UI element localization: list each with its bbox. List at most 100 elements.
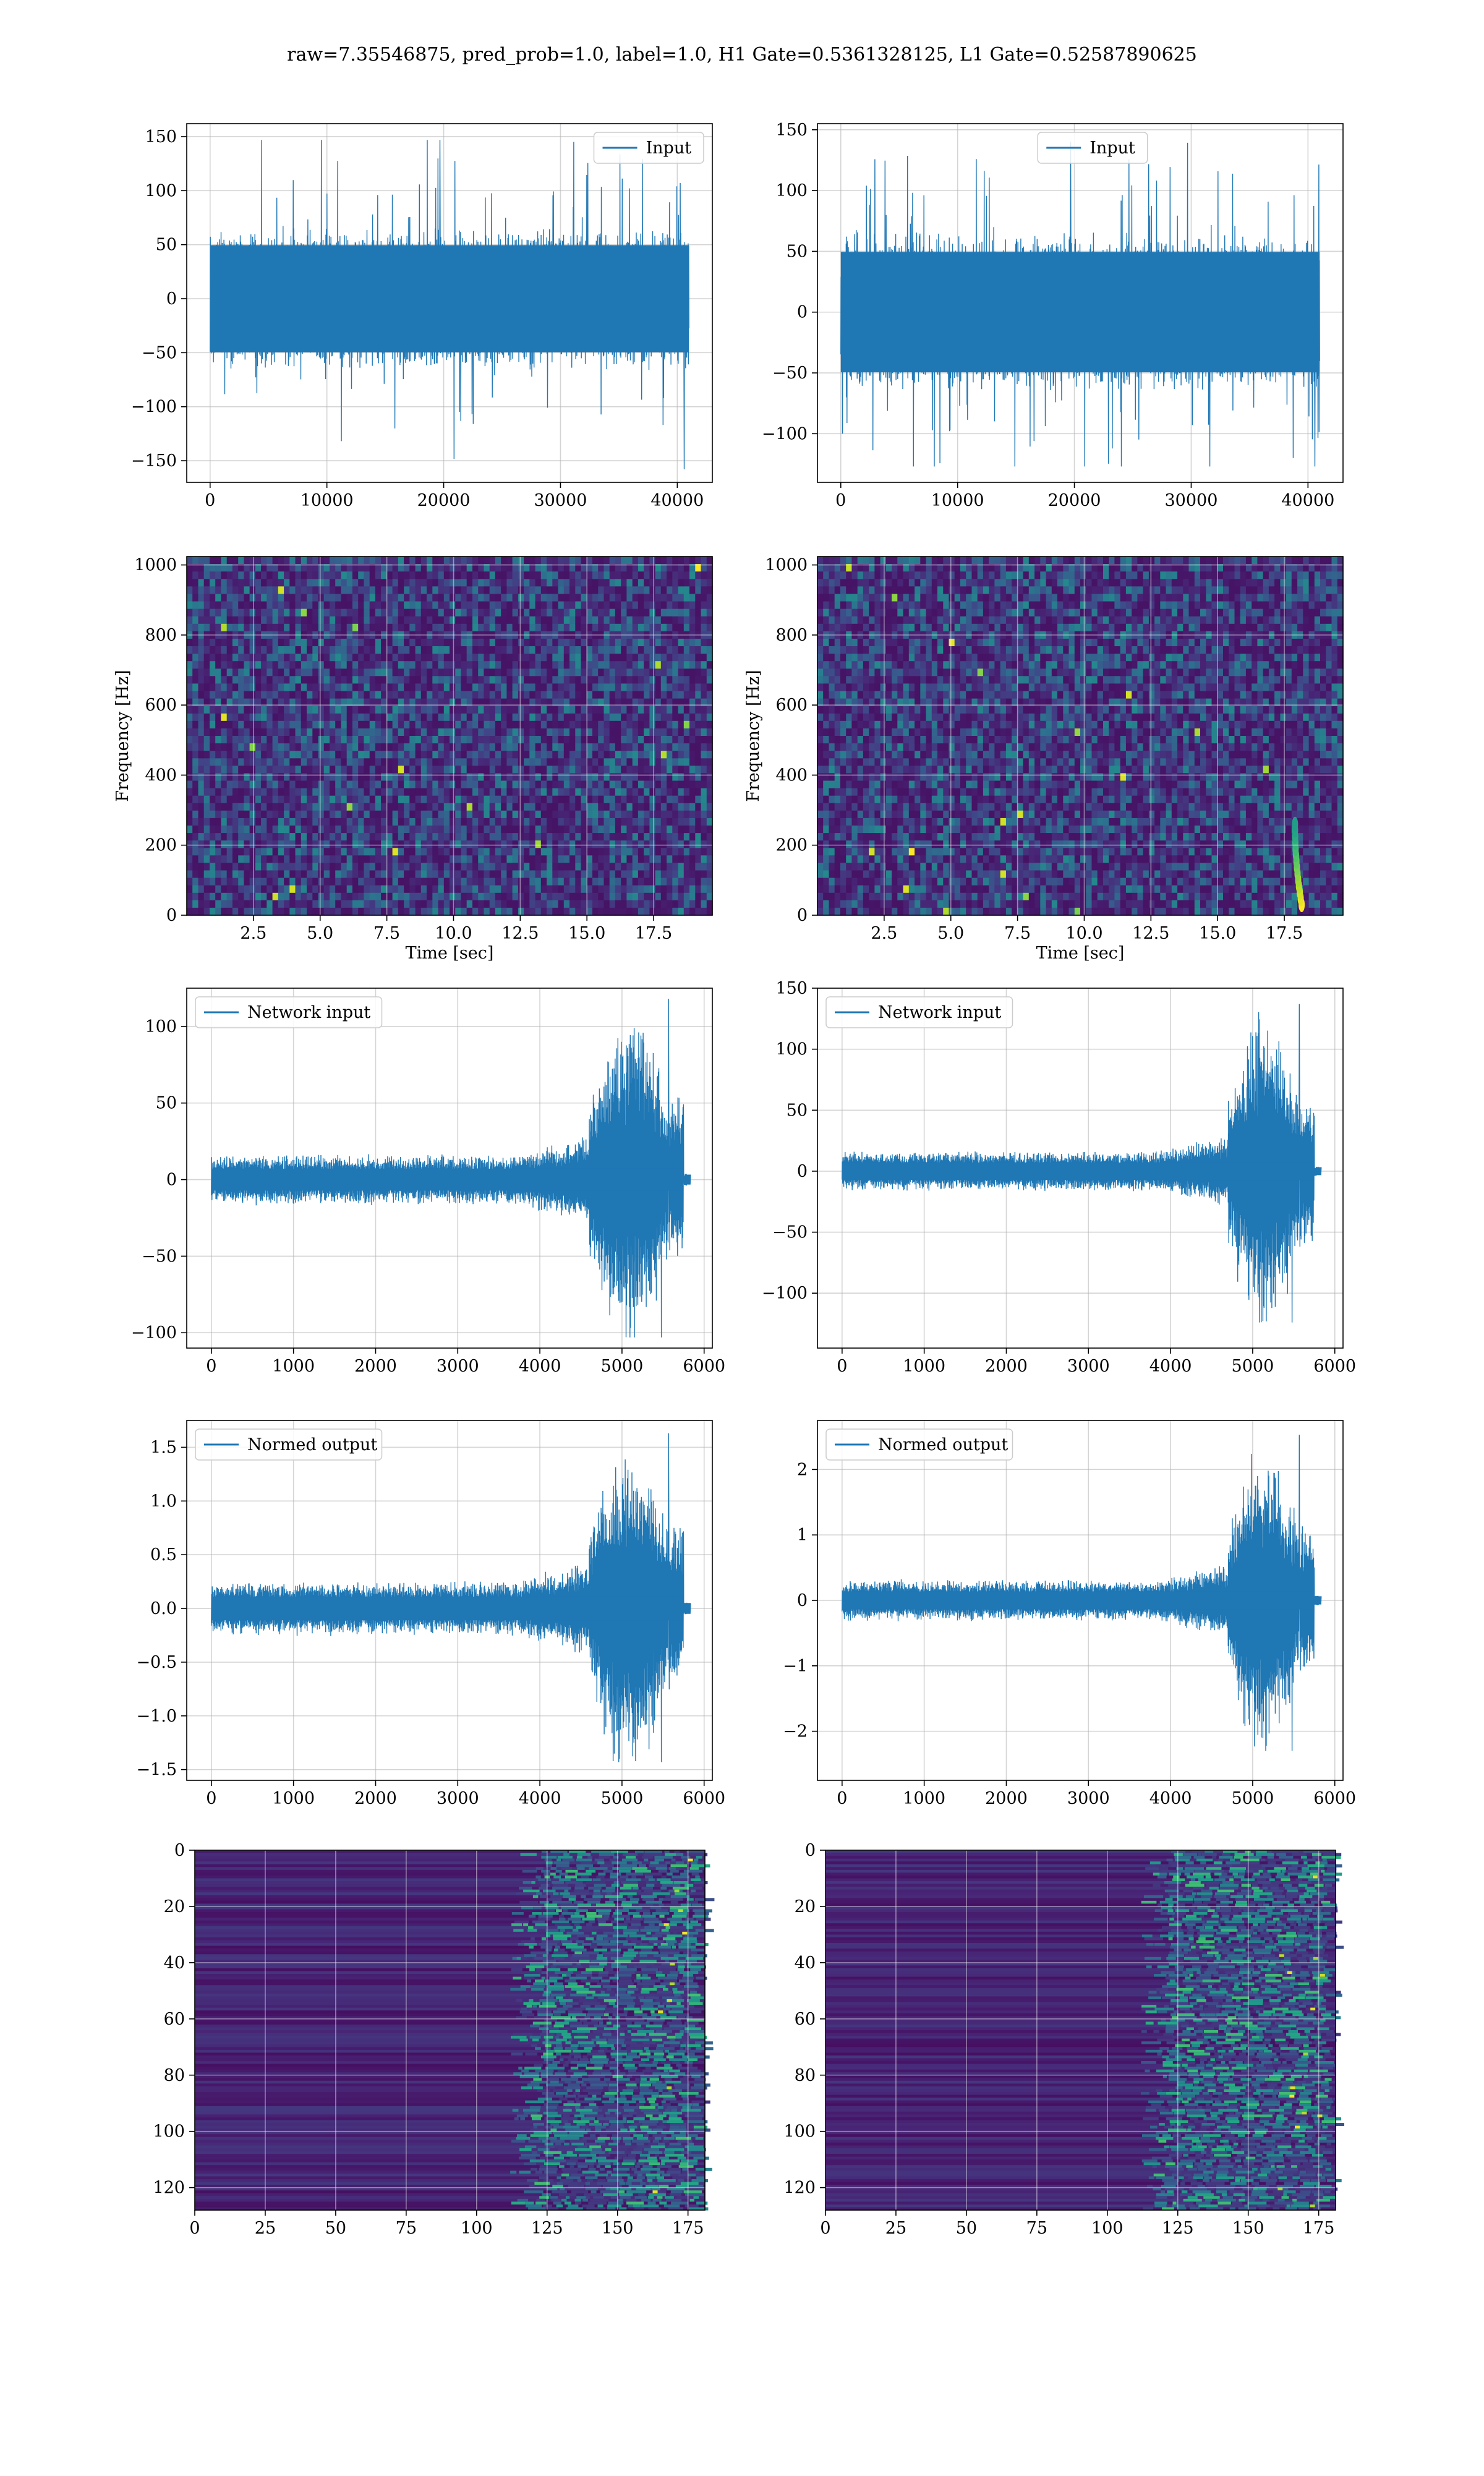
x-tick-label: 10000	[931, 491, 984, 510]
y-tick-label: 400	[775, 766, 808, 785]
y-tick-label: 60	[164, 2010, 185, 2029]
y-tick-label: 50	[156, 1094, 177, 1113]
x-tick-label: 50	[956, 2219, 977, 2238]
x-tick-label: 5000	[1232, 1789, 1274, 1808]
x-tick-label: 6000	[1313, 1789, 1356, 1808]
x-tick-label: 6000	[1313, 1357, 1356, 1376]
x-tick-label: 0	[820, 2219, 830, 2238]
x-tick-label: 12.5	[501, 924, 539, 943]
y-tick-label: −1.0	[136, 1707, 177, 1726]
y-tick-label: 100	[775, 181, 808, 200]
x-tick-label: 2000	[985, 1357, 1028, 1376]
x-tick-label: 175	[672, 2219, 704, 2238]
x-tick-label: 40000	[650, 491, 704, 510]
y-tick-label: 1.5	[150, 1438, 177, 1457]
y-tick-label: 50	[787, 1101, 808, 1120]
series-line	[211, 999, 691, 1337]
spectrogram-image	[817, 557, 1344, 916]
x-tick-label: 3000	[1067, 1357, 1110, 1376]
y-tick-label: 0.5	[150, 1545, 177, 1565]
y-tick-label: 40	[795, 1953, 816, 1973]
y-tick-label: 0	[174, 1841, 185, 1860]
y-tick-label: 600	[145, 696, 177, 715]
x-tick-label: 50	[325, 2219, 346, 2238]
y-tick-label: 200	[775, 836, 808, 855]
y-axis-label: Frequency [Hz]	[113, 670, 132, 801]
x-tick-label: 0	[205, 491, 215, 510]
x-tick-label: 5.0	[307, 924, 333, 943]
x-tick-label: 1000	[272, 1357, 315, 1376]
y-tick-label: 150	[775, 979, 808, 998]
series-core-band	[842, 1163, 1315, 1180]
figure-suptitle: raw=7.35546875, pred_prob=1.0, label=1.0…	[287, 44, 1197, 66]
x-tick-label: 17.5	[1266, 924, 1303, 943]
y-tick-label: 50	[787, 242, 808, 261]
y-tick-label: −50	[142, 343, 177, 362]
x-tick-label: 7.5	[1004, 924, 1031, 943]
x-tick-label: 3000	[437, 1357, 479, 1376]
series-core-band	[842, 1591, 1315, 1609]
y-tick-label: 150	[775, 121, 808, 140]
x-tick-label: 0	[206, 1789, 216, 1808]
y-tick-label: 1000	[765, 556, 808, 575]
y-tick-label: −100	[131, 1323, 177, 1343]
y-tick-label: 20	[164, 1897, 185, 1916]
legend-label: Network input	[247, 1003, 370, 1022]
x-tick-label: 5000	[601, 1789, 644, 1808]
x-tick-label: 4000	[1149, 1357, 1192, 1376]
legend-label: Network input	[878, 1003, 1001, 1022]
x-tick-label: 150	[1232, 2219, 1264, 2238]
y-tick-label: −50	[772, 1223, 808, 1242]
x-tick-label: 4000	[1149, 1789, 1192, 1808]
feature-map-image	[825, 1850, 1344, 2210]
y-tick-label: 0	[797, 906, 808, 925]
x-tick-label: 125	[531, 2219, 563, 2238]
x-tick-label: 25	[885, 2219, 906, 2238]
y-tick-label: 100	[783, 2122, 816, 2141]
legend-label: Normed output	[247, 1435, 377, 1454]
y-tick-label: 2	[797, 1460, 808, 1479]
y-tick-label: 0.0	[150, 1599, 177, 1618]
y-tick-label: −2	[783, 1722, 808, 1741]
y-tick-label: 1.0	[150, 1492, 177, 1511]
x-tick-label: 4000	[519, 1789, 561, 1808]
y-tick-label: 100	[775, 1040, 808, 1059]
x-axis-label: Time [sec]	[1036, 944, 1125, 963]
y-tick-label: 120	[153, 2179, 185, 2198]
x-tick-label: 0	[189, 2219, 200, 2238]
x-tick-label: 10000	[301, 491, 354, 510]
y-tick-label: 0	[797, 1591, 808, 1610]
legend-label: Input	[646, 139, 692, 158]
series-core-band	[211, 1597, 684, 1620]
y-tick-label: 80	[795, 2066, 816, 2085]
x-tick-label: 0	[206, 1357, 216, 1376]
x-tick-label: 20000	[1048, 491, 1101, 510]
x-tick-label: 25	[255, 2219, 276, 2238]
y-tick-label: 800	[775, 626, 808, 645]
y-tick-label: −100	[762, 424, 808, 443]
y-tick-label: 80	[164, 2066, 185, 2085]
y-tick-label: 100	[145, 1017, 177, 1036]
x-tick-label: 125	[1162, 2219, 1194, 2238]
x-tick-label: 6000	[683, 1357, 725, 1376]
y-tick-label: 600	[775, 696, 808, 715]
x-tick-label: 4000	[519, 1357, 561, 1376]
x-tick-label: 3000	[437, 1789, 479, 1808]
x-tick-label: 100	[1091, 2219, 1124, 2238]
y-tick-label: 0	[797, 1162, 808, 1181]
x-tick-label: 5.0	[937, 924, 964, 943]
x-tick-label: 5000	[601, 1357, 644, 1376]
x-tick-label: 30000	[534, 491, 587, 510]
y-tick-label: 150	[145, 127, 177, 147]
y-tick-label: −150	[131, 451, 177, 471]
